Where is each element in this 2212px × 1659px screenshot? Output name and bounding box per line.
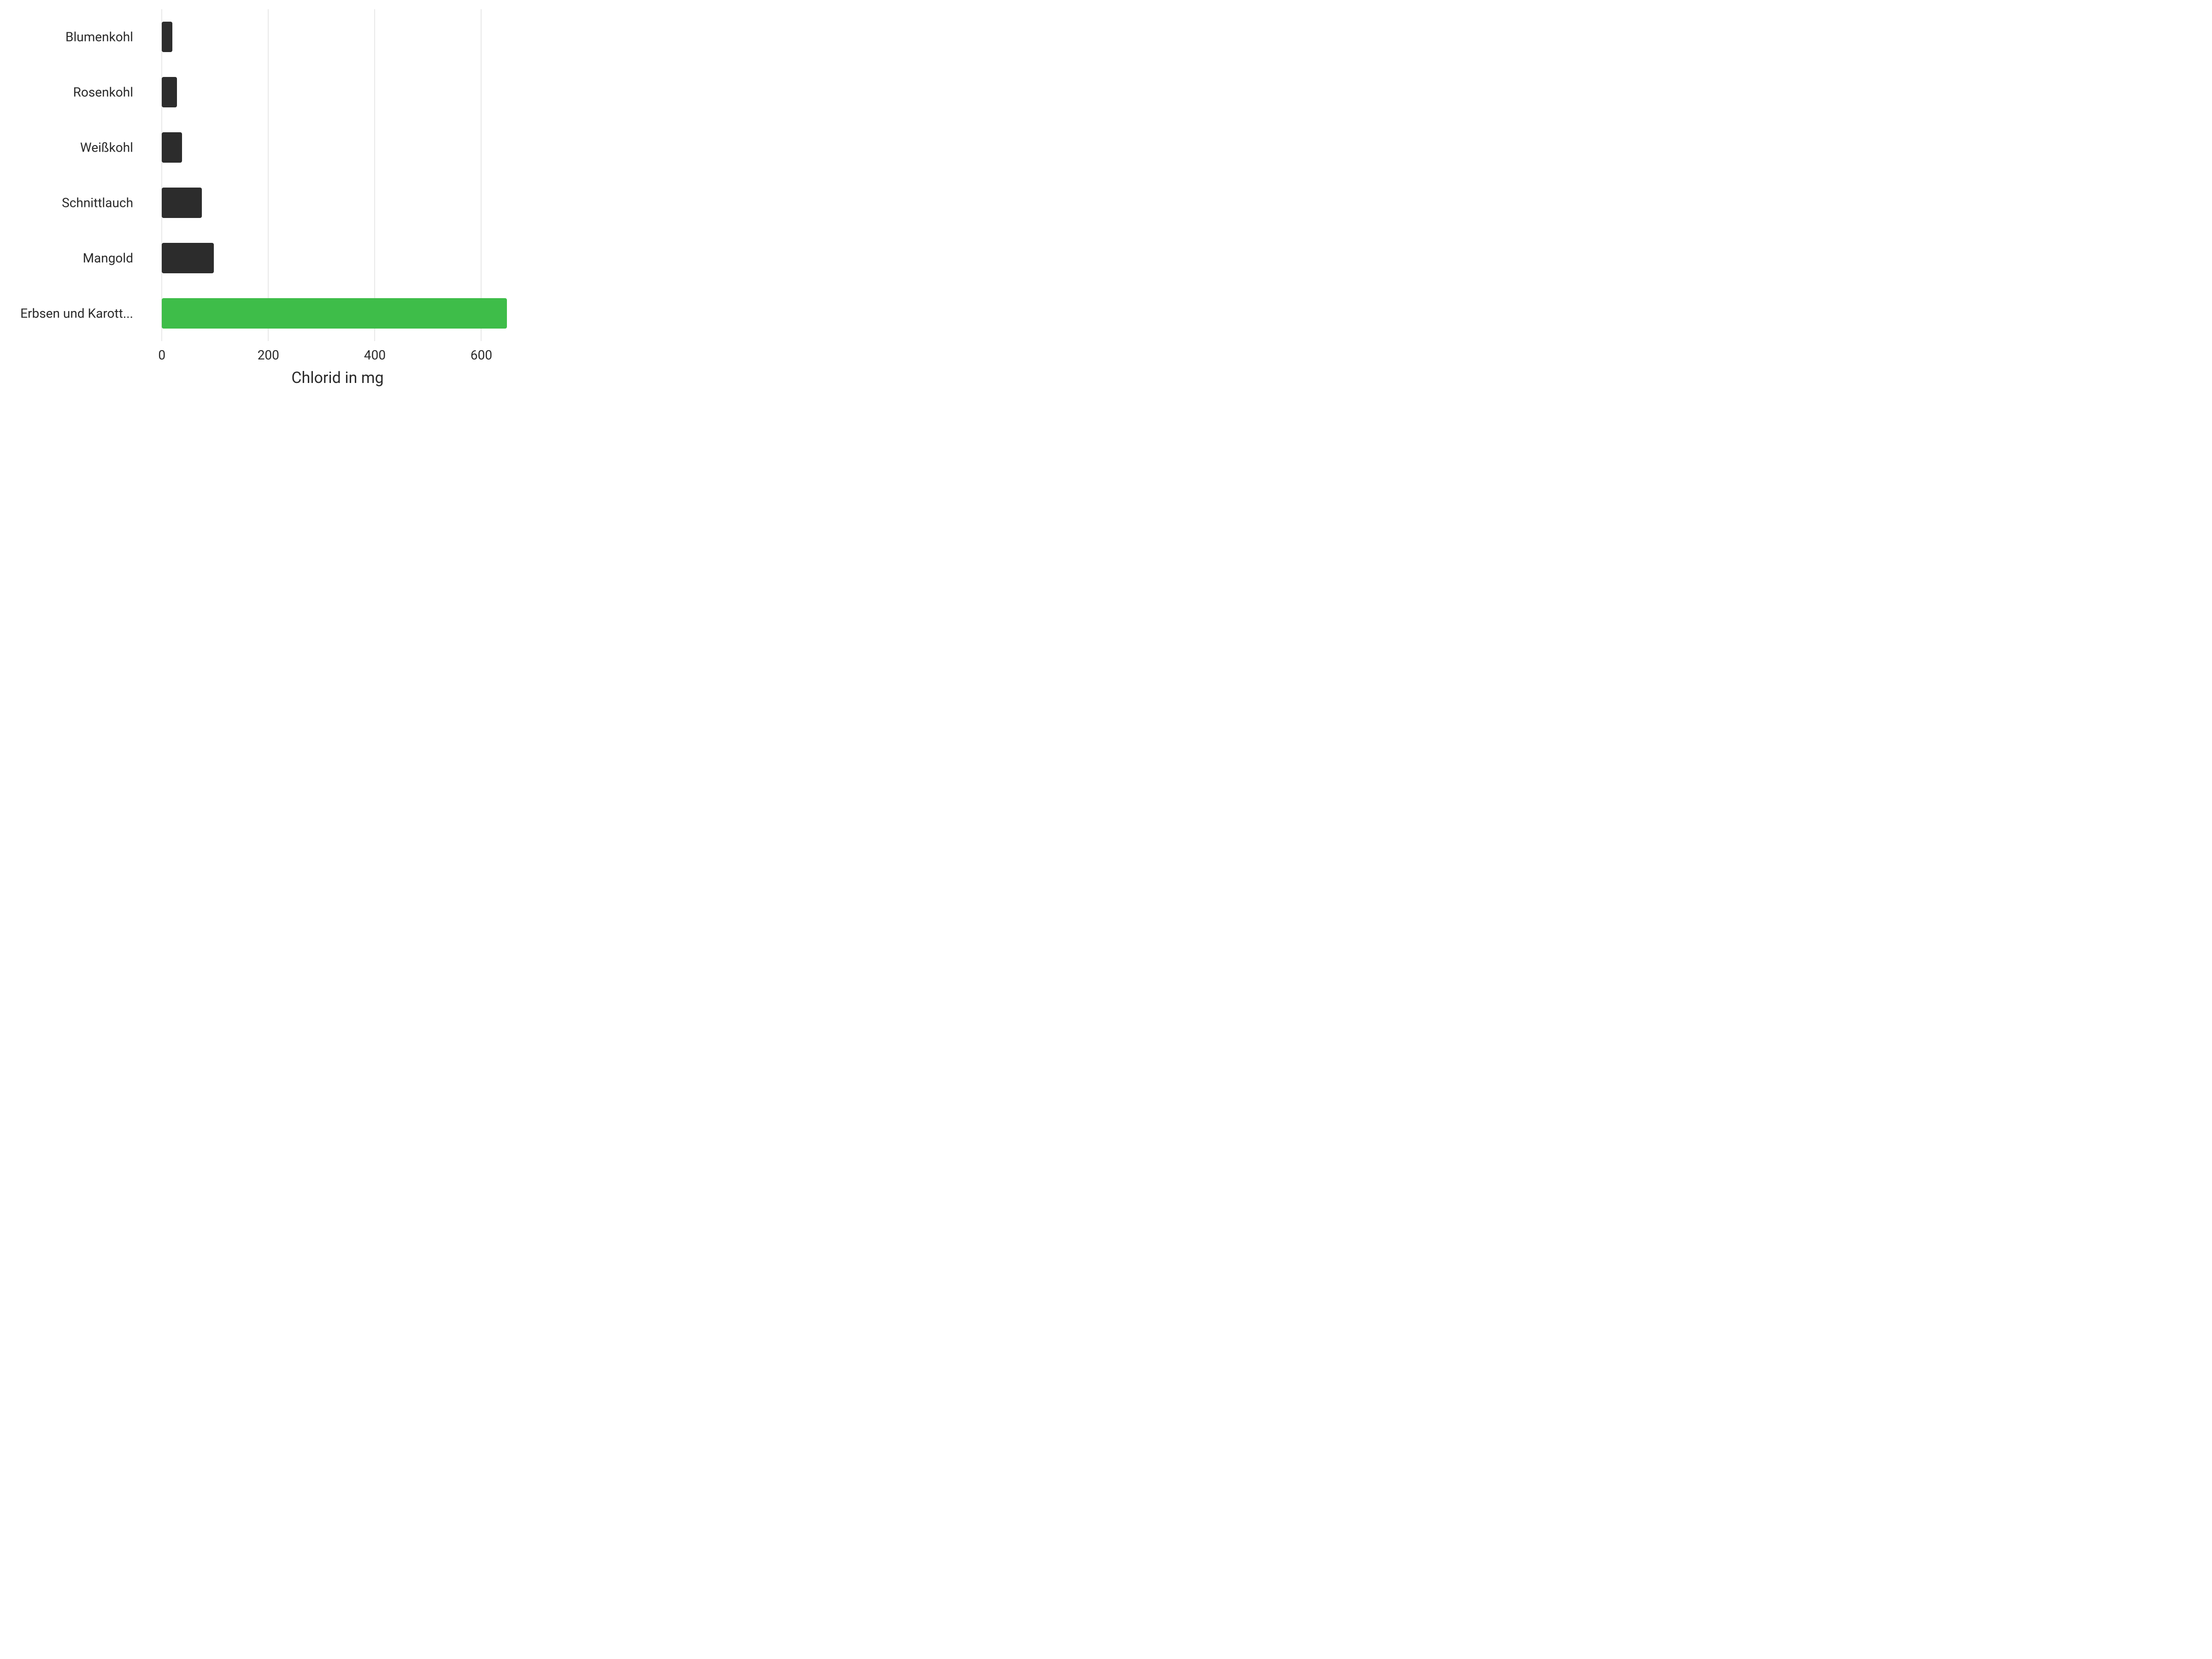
y-category-label: Rosenkohl [73,85,133,100]
x-tick-label: 0 [158,347,165,363]
chart-container: Blumenkohl Rosenkohl Weißkohl Schnittlauch M… [0,0,553,415]
bar [162,298,507,329]
bar [162,77,176,107]
gridline [374,9,375,341]
bar [162,132,182,163]
bar [162,22,172,52]
x-tick-label: 600 [471,347,492,363]
y-category-label: Blumenkohl [65,29,133,45]
bar [162,188,202,218]
gridline [481,9,482,341]
y-category-label: Erbsen und Karott... [20,306,133,321]
x-axis-title: Chlorid in mg [291,369,383,387]
y-category-label: Mangold [83,251,133,266]
x-tick-label: 200 [258,347,279,363]
bar [162,243,214,273]
y-category-label: Schnittlauch [62,195,133,211]
y-category-label: Weißkohl [80,140,133,155]
gridline [161,9,162,341]
plot-area: BlumenkohlRosenkohlWeißkohlSchnittlauchM… [141,9,535,341]
x-tick-label: 400 [364,347,386,363]
gridline [268,9,269,341]
